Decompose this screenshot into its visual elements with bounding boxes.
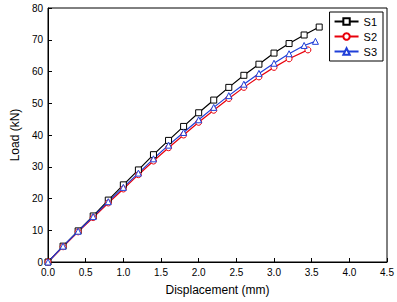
svg-text:60: 60 <box>32 66 44 77</box>
svg-text:3.5: 3.5 <box>305 267 319 278</box>
svg-text:Load (kN): Load (kN) <box>8 109 22 162</box>
svg-text:40: 40 <box>32 130 44 141</box>
svg-text:4.0: 4.0 <box>342 267 356 278</box>
svg-text:70: 70 <box>32 34 44 45</box>
svg-text:S1: S1 <box>364 16 377 28</box>
svg-text:4.5: 4.5 <box>380 267 394 278</box>
svg-text:80: 80 <box>32 3 44 14</box>
svg-text:10: 10 <box>32 225 44 236</box>
svg-text:0.0: 0.0 <box>41 267 55 278</box>
svg-text:20: 20 <box>32 193 44 204</box>
svg-text:50: 50 <box>32 98 44 109</box>
svg-text:3.0: 3.0 <box>267 267 281 278</box>
svg-text:2.5: 2.5 <box>229 267 243 278</box>
svg-text:2.0: 2.0 <box>192 267 206 278</box>
svg-text:30: 30 <box>32 161 44 172</box>
svg-text:Displacement (mm): Displacement (mm) <box>165 283 269 297</box>
svg-text:1.5: 1.5 <box>154 267 168 278</box>
svg-text:0: 0 <box>37 256 43 268</box>
svg-text:0.5: 0.5 <box>79 267 93 278</box>
svg-text:S3: S3 <box>364 46 377 58</box>
svg-text:1.0: 1.0 <box>116 267 130 278</box>
svg-text:S2: S2 <box>364 31 377 43</box>
